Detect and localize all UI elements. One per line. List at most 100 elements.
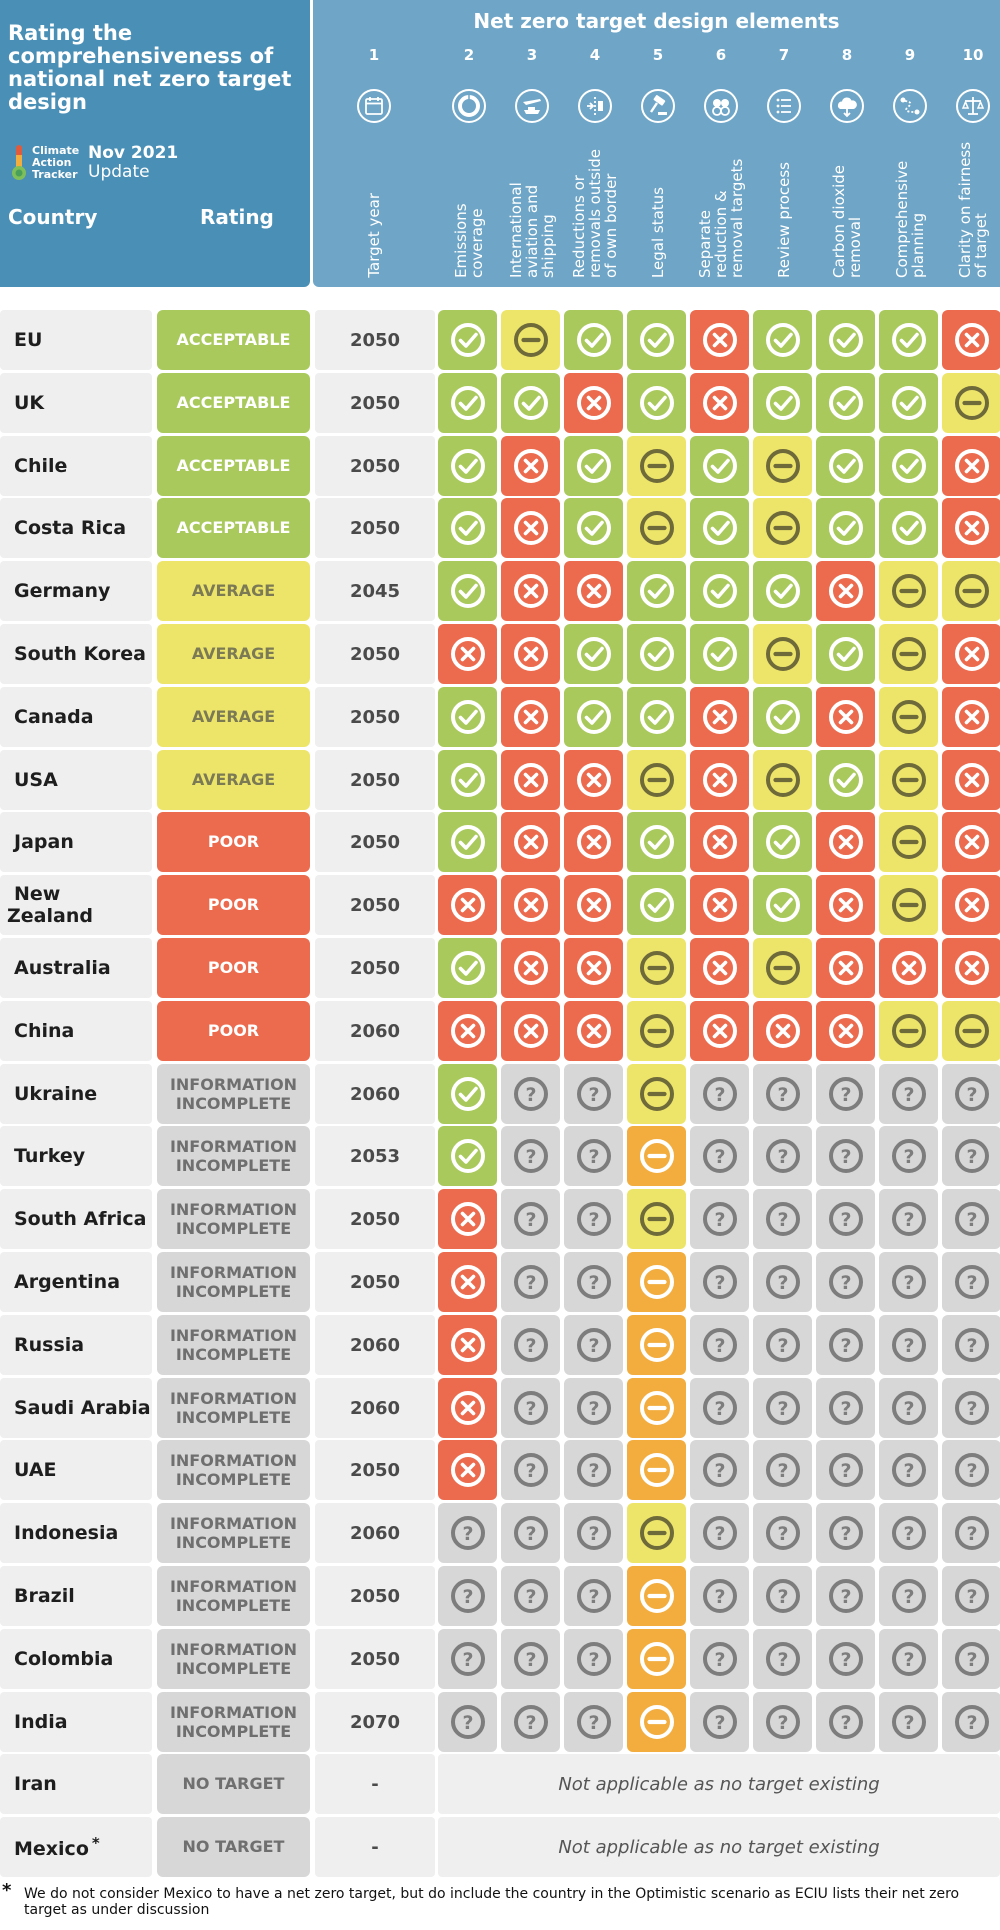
element-7-rating-unknown: ? [753,1440,812,1500]
question-icon: ? [450,1516,485,1550]
country-name-text: Mexico [14,1838,89,1861]
country-name: Australia [0,957,111,979]
element-9-rating-unknown: ? [879,1566,938,1626]
update-date: Nov 2021 [88,143,179,163]
table-row: Saudi Arabia INFORMATION INCOMPLETE 2060??… [0,1378,1000,1438]
cross-icon [513,763,548,797]
check-icon [576,637,611,671]
element-6-rating-acceptable [690,561,749,621]
question-icon: ? [702,1453,737,1487]
svg-text:?: ? [777,1712,788,1734]
country-cell: Iran [0,1754,152,1814]
column-number: 6 [715,46,727,64]
svg-text:?: ? [903,1586,914,1608]
element-8-rating-unknown: ? [816,1629,875,1689]
minus-icon [639,1579,674,1613]
element-7-rating-average [753,624,812,684]
target-year: 2060 [349,1083,401,1105]
target-year-cell: 2050 [315,1566,435,1626]
svg-text:?: ? [966,1272,977,1294]
minus-icon [639,1516,674,1550]
column-header-9: 9 Comprehensive planning [879,0,941,287]
question-icon: ? [765,1705,800,1739]
rating-badge: INFORMATION INCOMPLETE [157,1126,310,1186]
element-2-rating-poor [438,1189,497,1249]
cloud-arrow-icon [830,89,864,123]
element-7-rating-unknown: ? [753,1126,812,1186]
column-label: International aviation and shipping [507,182,557,278]
check-icon [639,825,674,859]
check-icon [639,637,674,671]
question-icon: ? [702,1265,737,1299]
minus-icon [639,1328,674,1362]
element-3-rating-poor [501,812,560,872]
country-name: Iran [0,1773,57,1795]
element-10-rating-poor [942,624,1000,684]
element-5-rating-average [627,750,686,810]
cross-icon [450,637,485,671]
target-year-cell: - [315,1754,435,1814]
element-6-rating-poor [690,373,749,433]
country-cell: Ukraine [0,1064,152,1124]
svg-text:?: ? [903,1398,914,1420]
question-icon: ? [702,1391,737,1425]
rating-badge: AVERAGE [157,750,310,810]
svg-text:?: ? [588,1209,599,1231]
cross-icon [576,888,611,922]
column-header-4: 4 Reductions or removals outside of own b… [564,0,626,287]
element-5-rating-acceptable [627,561,686,621]
check-icon [639,386,674,420]
element-10-rating-unknown: ? [942,1503,1000,1563]
plane-ship-icon [515,89,549,123]
logo-line-1: Climate [32,144,80,157]
rating-badge: INFORMATION INCOMPLETE [157,1440,310,1500]
element-8-rating-unknown: ? [816,1315,875,1375]
question-icon: ? [450,1579,485,1613]
element-10-rating-unknown: ? [942,1064,1000,1124]
svg-text:?: ? [525,1335,536,1357]
cross-icon [513,511,548,545]
element-2-rating-acceptable [438,1064,497,1124]
question-icon: ? [513,1139,548,1173]
element-8-rating-unknown: ? [816,1064,875,1124]
check-icon [765,888,800,922]
svg-text:?: ? [966,1649,977,1671]
check-icon [639,700,674,734]
element-9-rating-poor [879,938,938,998]
element-10-rating-unknown: ? [942,1252,1000,1312]
country-name: New Zealand [0,883,152,927]
table-row: Chile ACCEPTABLE 2050 [0,436,1000,496]
column-label-wrap: International aviation and shipping [501,138,563,278]
svg-text:?: ? [966,1712,977,1734]
country-name-text: Argentina [14,1271,121,1293]
minus-icon [891,763,926,797]
border-arrow-icon [578,89,612,123]
element-9-rating-unknown: ? [879,1252,938,1312]
element-7-rating-unknown: ? [753,1692,812,1752]
table-row: Canada AVERAGE 2050 [0,687,1000,747]
cross-icon [702,888,737,922]
svg-text:?: ? [588,1084,599,1106]
table-row: South Korea AVERAGE 2050 [0,624,1000,684]
table-row: Germany AVERAGE 2045 [0,561,1000,621]
target-year-cell: 2050 [315,373,435,433]
rating-label: POOR [207,1021,260,1040]
rating-badge: INFORMATION INCOMPLETE [157,1064,310,1124]
rating-badge: POOR [157,812,310,872]
svg-text:?: ? [777,1460,788,1482]
rating-badge: ACCEPTABLE [157,436,310,496]
cross-icon [954,323,989,357]
minus-icon [639,1014,674,1048]
svg-text:?: ? [840,1335,851,1357]
target-year: 2050 [349,894,401,916]
element-8-rating-acceptable [816,624,875,684]
column-header-5: 5 Legal status [627,0,689,287]
element-10-rating-poor [942,498,1000,558]
country-name: Canada [0,706,94,728]
cross-icon [702,825,737,859]
target-year-cell: 2060 [315,1503,435,1563]
element-10-rating-average [942,561,1000,621]
element-2-rating-acceptable [438,373,497,433]
country-name-text: USA [14,769,58,791]
country-name-text: Germany [14,580,111,602]
